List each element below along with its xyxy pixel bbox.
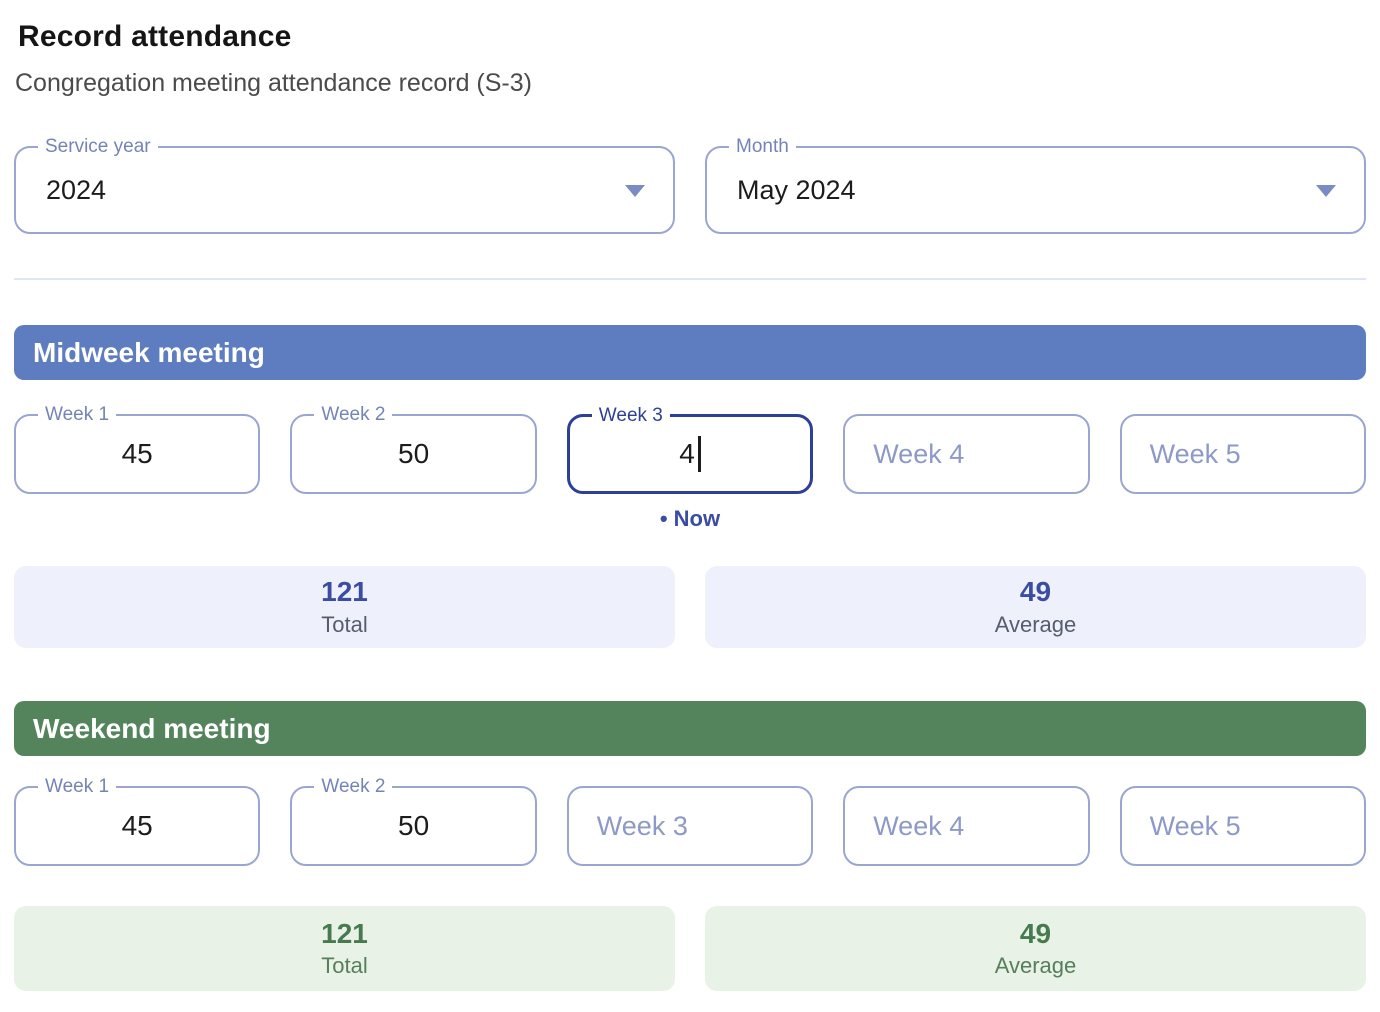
midweek-weeks-row: Week 1 45 Week 2 50 Week 3 4 Week 4 Week… <box>14 404 1366 494</box>
chevron-down-icon <box>625 184 645 197</box>
midweek-week3-input[interactable]: Week 3 4 <box>566 405 814 494</box>
midweek-total-card: 121 Total <box>14 566 675 648</box>
midweek-average-card: 49 Average <box>705 566 1366 648</box>
service-year-select[interactable]: Service year 2024 <box>14 136 675 234</box>
weekend-week5-input[interactable]: Week 5 <box>1119 786 1366 866</box>
month-select[interactable]: Month May 2024 <box>705 136 1366 234</box>
field-placeholder: Week 4 <box>873 438 965 469</box>
midweek-section-header: Midweek meeting <box>14 325 1366 380</box>
midweek-section-title: Midweek meeting <box>33 336 265 368</box>
filters-row: Service year 2024 Month May 2024 <box>14 136 1366 234</box>
weekend-total-card: 121 Total <box>14 906 675 991</box>
weekend-section-header: Weekend meeting <box>14 701 1366 756</box>
field-value-text: 4 <box>679 438 695 469</box>
divider <box>14 278 1366 280</box>
weekend-week2-input[interactable]: Week 2 50 <box>290 776 537 866</box>
chevron-down-icon <box>1316 184 1336 197</box>
midweek-average-value: 49 <box>1019 576 1052 608</box>
weekend-week1-input[interactable]: Week 1 45 <box>14 776 261 866</box>
midweek-summary-row: 121 Total 49 Average <box>14 566 1366 648</box>
field-label: Week 1 <box>38 776 117 798</box>
weekend-week3-input[interactable]: Week 3 <box>566 786 814 866</box>
midweek-total-label: Total <box>321 611 368 637</box>
field-placeholder: Week 5 <box>1149 438 1241 469</box>
midweek-total-value: 121 <box>321 576 368 608</box>
field-label: Week 3 <box>591 405 670 427</box>
now-indicator: • Now <box>659 506 721 531</box>
weekend-weeks-row: Week 1 45 Week 2 50 Week 3 Week 4 Week 5 <box>14 776 1366 866</box>
midweek-hint-row: • Now <box>14 506 1366 532</box>
weekend-average-label: Average <box>994 953 1077 979</box>
field-value: 50 <box>398 438 430 469</box>
weekend-summary-row: 121 Total 49 Average <box>14 906 1366 991</box>
field-value: 45 <box>121 810 153 841</box>
field-value: 50 <box>398 810 430 841</box>
page-title: Record attendance <box>18 20 292 53</box>
weekend-average-value: 49 <box>1019 917 1052 949</box>
midweek-week2-input[interactable]: Week 2 50 <box>290 404 537 494</box>
field-placeholder: Week 3 <box>596 810 688 841</box>
weekend-average-card: 49 Average <box>705 906 1366 991</box>
midweek-week1-input[interactable]: Week 1 45 <box>14 404 261 494</box>
field-label: Week 1 <box>38 404 117 426</box>
field-label: Week 2 <box>314 776 393 798</box>
field-value: 4 <box>570 417 810 491</box>
field-value: 45 <box>121 438 153 469</box>
text-caret <box>697 436 701 472</box>
page-subtitle: Congregation meeting attendance record (… <box>15 69 532 97</box>
month-value: May 2024 <box>737 174 856 205</box>
midweek-week4-input[interactable]: Week 4 <box>843 414 1090 494</box>
midweek-average-label: Average <box>994 611 1077 637</box>
service-year-value: 2024 <box>46 174 107 205</box>
weekend-total-label: Total <box>321 953 368 979</box>
weekend-section-title: Weekend meeting <box>33 712 271 744</box>
weekend-total-value: 121 <box>321 917 368 949</box>
field-placeholder: Week 5 <box>1149 810 1241 841</box>
field-placeholder: Week 4 <box>873 810 965 841</box>
month-label: Month <box>729 136 796 158</box>
field-label: Week 2 <box>314 404 393 426</box>
weekend-week4-input[interactable]: Week 4 <box>843 786 1090 866</box>
service-year-label: Service year <box>38 136 158 158</box>
midweek-week5-input[interactable]: Week 5 <box>1119 414 1366 494</box>
